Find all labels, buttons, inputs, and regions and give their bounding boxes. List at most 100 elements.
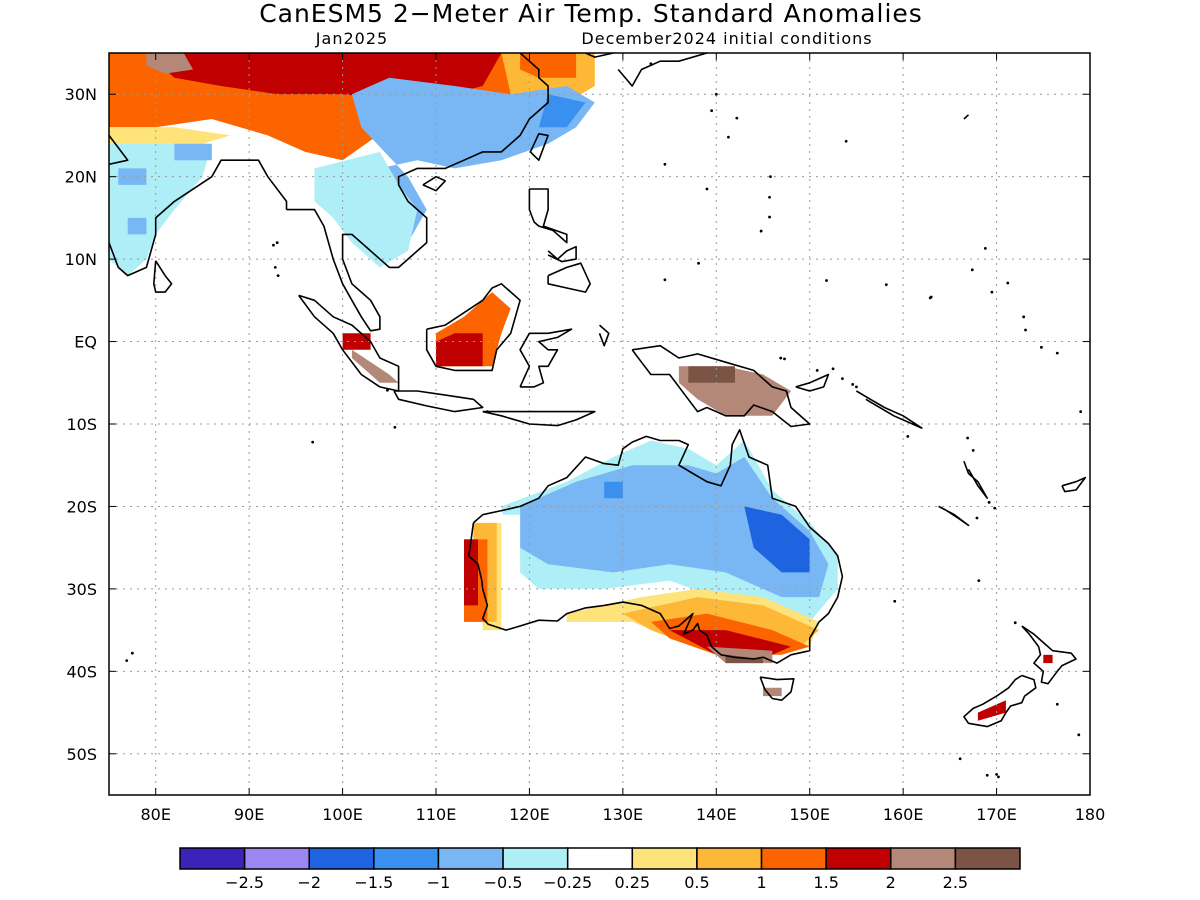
island-dot [831, 367, 835, 371]
lat-tick-label: 40S [66, 662, 97, 681]
colorbar-label: 0.25 [614, 873, 650, 892]
lon-tick-label: 80E [140, 805, 170, 824]
island-dot [705, 187, 709, 191]
lon-tick-label: 90E [234, 805, 264, 824]
lat-tick-label: 10S [66, 415, 97, 434]
coastline-borneo [425, 282, 521, 372]
anomaly-region-new-zealand-north-warm [1043, 654, 1053, 664]
colorbar-bin [502, 847, 569, 870]
anomaly-region-indochina-light-cold [314, 151, 418, 268]
coastline-nz-north [1021, 625, 1077, 685]
coastline-sri-lanka [153, 260, 173, 293]
lat-tick-label: EQ [74, 333, 97, 352]
coastline-india [109, 134, 288, 277]
island-dot [93, 291, 96, 294]
coastline-new-caledonia [938, 505, 970, 527]
coastline-philippines-mindanao [547, 262, 592, 293]
anomaly-region-australia-cold-core [744, 506, 810, 573]
coastline-nz-south [963, 674, 1037, 728]
island-dot [125, 659, 129, 663]
island-dot [997, 775, 1000, 779]
coastline-new-britain [795, 373, 830, 392]
island-dot [966, 436, 970, 440]
island-dot [276, 274, 280, 277]
colorbar-bin [631, 847, 698, 870]
lat-tick-label: 50S [66, 745, 97, 764]
colorbar-label: −1 [427, 873, 451, 892]
island-dot [841, 377, 844, 381]
island-dot [393, 425, 397, 429]
map-title: CanESM5 2−Meter Air Temp. Standard Anoma… [259, 0, 923, 28]
island-dot [485, 410, 489, 414]
coastline-solomons [855, 390, 923, 429]
anomaly-region-east-china-strong-warm [520, 53, 577, 78]
anomaly-region-india-cold-core [118, 168, 147, 185]
island-dot [768, 215, 771, 219]
colorbar-label: 2.5 [943, 873, 968, 892]
coastline-vanuatu [963, 460, 989, 500]
island-dot [710, 109, 714, 113]
anomaly-region-new-zealand-south-warm [977, 700, 1006, 721]
island-dot [769, 175, 772, 179]
colorbar-label: −2.5 [225, 873, 264, 892]
coastline-hainan [422, 175, 447, 192]
island-dot [697, 261, 700, 265]
anomaly-region-india-cold-core-2 [127, 217, 147, 235]
coastline-lesser-sunda [482, 410, 596, 427]
island-dot [735, 116, 739, 120]
island-dot [1077, 733, 1081, 737]
coastline-hawaii-chain-island [963, 114, 970, 120]
island-dot [985, 773, 989, 777]
island-dot [779, 356, 783, 360]
lon-tick-label: 130E [603, 805, 644, 824]
island-dot [386, 388, 389, 392]
lat-tick-label: 20S [66, 497, 97, 516]
colorbar-label: −0.25 [543, 873, 592, 892]
anomaly-region-tibet-extreme-warm [146, 53, 194, 74]
coastline-fiji [1061, 476, 1087, 493]
island-dot [975, 516, 979, 520]
island-dot [1022, 315, 1026, 319]
lon-tick-label: 170E [976, 805, 1017, 824]
coastline-philippines-visayas [547, 245, 577, 263]
island-dot [783, 357, 786, 361]
colorbar-bin [179, 847, 246, 870]
colorbar-bin [308, 847, 375, 870]
island-dot [759, 229, 763, 233]
island-dot [884, 283, 888, 287]
island-dot [977, 579, 981, 583]
anomaly-region-india-cold-core-3 [174, 143, 212, 161]
coastline-sumatra [298, 294, 400, 392]
island-dot [971, 448, 975, 452]
island-dot [1079, 410, 1083, 414]
lat-tick-label: 30N [65, 85, 97, 104]
island-dot [663, 162, 667, 166]
coastline-indochina-malaya [286, 53, 549, 332]
colorbar-bin [696, 847, 763, 870]
lon-tick-label: 150E [789, 805, 830, 824]
island-dot [649, 62, 653, 66]
island-dot [1040, 345, 1043, 349]
anomaly-region-australia-cold-spot [604, 481, 623, 499]
lon-tick-label: 140E [696, 805, 737, 824]
map-subtitle-month: Jan2025 [315, 29, 388, 48]
anomaly-region-tasmania-brown [763, 687, 782, 697]
coastline-taiwan [529, 133, 549, 161]
coastline-sulawesi [519, 328, 573, 388]
island-dot [272, 243, 275, 247]
island-dot [970, 268, 974, 272]
lon-tick-label: 180 [1075, 805, 1106, 824]
colorbar-bin [373, 847, 440, 870]
anomaly-region-india-light-warm [109, 127, 231, 144]
colorbar-label: −1.5 [354, 873, 393, 892]
lat-tick-label: 10N [65, 250, 97, 269]
island-dot [311, 440, 315, 444]
colorbar-bin [890, 847, 957, 870]
island-dot [990, 290, 994, 294]
colorbar-bin [760, 847, 827, 870]
anomaly-region-sumatra-warm [351, 349, 399, 383]
island-dot [275, 241, 279, 245]
anomaly-region-australia-cold [520, 457, 829, 598]
island-dot [91, 315, 94, 318]
colorbar-bin [954, 847, 1021, 870]
